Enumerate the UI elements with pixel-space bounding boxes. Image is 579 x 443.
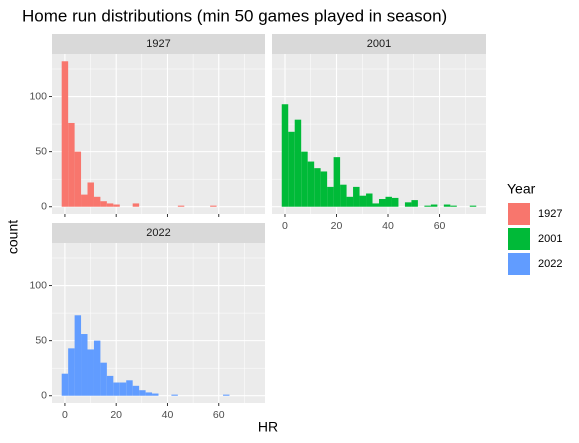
histogram-bar	[132, 203, 140, 207]
histogram-bar	[74, 315, 82, 396]
chart-title: Home run distributions (min 50 games pla…	[22, 6, 447, 25]
x-tick-label: 0	[282, 220, 288, 232]
histogram-bar	[132, 385, 140, 396]
histogram-bar	[126, 380, 133, 396]
histogram-bar	[366, 193, 373, 207]
histogram-bar	[119, 382, 127, 396]
histogram-bar	[340, 184, 347, 207]
histogram-bar	[320, 171, 328, 207]
histogram-bar	[404, 202, 412, 207]
histogram-bar	[430, 204, 438, 207]
histogram-bar	[152, 393, 159, 396]
x-tick-label: 40	[382, 220, 394, 232]
histogram-bar	[359, 195, 367, 207]
histogram-bar	[81, 194, 88, 207]
histogram-bar	[450, 205, 457, 207]
histogram-bar	[288, 131, 295, 207]
strip	[52, 34, 265, 54]
histogram-bar	[346, 196, 354, 207]
x-tick-label: 20	[331, 220, 343, 232]
histogram-bar	[87, 349, 94, 396]
legend-key	[508, 253, 530, 275]
histogram-bar	[68, 122, 75, 207]
y-tick-label: 0	[41, 390, 47, 402]
histogram-bar	[74, 151, 82, 207]
histogram-bar	[385, 196, 392, 207]
y-tick-label: 100	[29, 279, 47, 291]
legend-label: 1927	[538, 208, 562, 220]
histogram-bar	[100, 362, 107, 396]
x-tick-label: 60	[213, 409, 225, 421]
histogram-bar	[307, 161, 315, 207]
histogram-bar	[100, 201, 107, 207]
histogram-bar	[353, 186, 360, 207]
strip-label: 2001	[367, 38, 391, 50]
strip	[52, 223, 265, 243]
histogram-bar	[281, 104, 289, 207]
histogram-bar	[424, 205, 431, 207]
x-tick-label: 0	[62, 409, 68, 421]
histogram-bar	[93, 340, 101, 396]
histogram-bar	[61, 61, 69, 207]
histogram-bar	[333, 157, 341, 207]
legend-title: Year	[507, 181, 536, 197]
strip	[272, 34, 486, 54]
histogram-bar	[113, 382, 120, 396]
histogram-bar	[223, 394, 230, 396]
histogram-bar	[106, 375, 114, 396]
histogram-bar	[443, 204, 451, 207]
y-tick-label: 100	[29, 90, 47, 102]
y-axis-label: count	[5, 220, 21, 254]
legend-label: 2022	[538, 258, 562, 270]
histogram-bar	[145, 392, 153, 396]
y-tick-label: 0	[41, 201, 47, 213]
histogram-bar	[372, 203, 379, 207]
legend-key	[508, 228, 530, 250]
histogram-bar	[411, 200, 418, 207]
histogram-bar	[391, 197, 399, 207]
histogram-bar	[139, 390, 146, 396]
panel-background	[52, 54, 265, 214]
histogram-bar	[61, 373, 69, 396]
x-tick-label: 60	[434, 220, 446, 232]
x-axis-label: HR	[258, 419, 278, 435]
histogram-bar	[177, 205, 185, 207]
histogram-bar	[294, 119, 302, 207]
histogram-bar	[93, 196, 101, 207]
histogram-bar	[469, 205, 477, 207]
histogram-bar	[314, 168, 321, 207]
histogram-bar	[68, 348, 75, 396]
x-tick-label: 20	[110, 409, 122, 421]
histogram-bar	[171, 394, 178, 396]
x-tick-label: 40	[162, 409, 174, 421]
strip-label: 2022	[146, 227, 170, 239]
y-tick-label: 50	[35, 145, 47, 157]
histogram-bar	[87, 182, 94, 207]
histogram-bar	[106, 203, 114, 207]
histogram-bar	[210, 205, 217, 207]
histogram-bar	[327, 186, 334, 207]
histogram-bar	[301, 151, 308, 207]
y-tick-label: 50	[35, 334, 47, 346]
histogram-bar	[81, 334, 88, 396]
histogram-bar	[113, 204, 120, 207]
legend-label: 2001	[538, 233, 562, 245]
histogram-bar	[379, 199, 386, 207]
strip-label: 1927	[146, 38, 170, 50]
legend-key	[508, 203, 530, 225]
